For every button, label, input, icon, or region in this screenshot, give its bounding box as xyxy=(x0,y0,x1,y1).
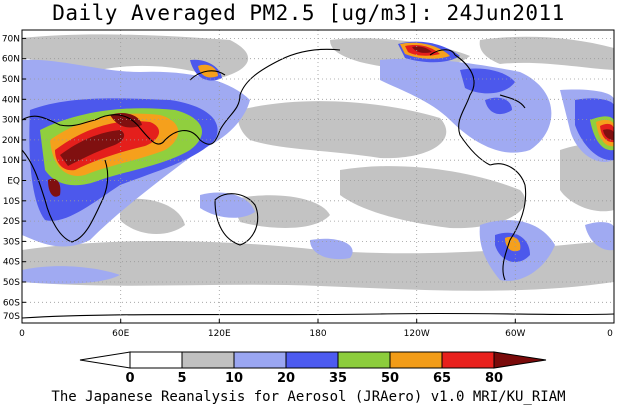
colorbar-labels: 0 5 10 20 35 50 65 80 xyxy=(125,371,503,386)
colorbar-cell xyxy=(389,351,443,369)
colorbar-cell xyxy=(129,351,183,369)
colorbar-cell-under xyxy=(79,351,131,369)
lat-label: 10S xyxy=(3,197,20,207)
lat-label: 40S xyxy=(3,258,20,268)
lat-label: 70S xyxy=(3,312,20,322)
lon-label: 60E xyxy=(112,329,129,339)
lat-label: 70N xyxy=(2,34,20,44)
lon-label: 180 xyxy=(309,329,326,339)
lon-label: 0 xyxy=(607,329,613,339)
colorbar-label: 80 xyxy=(485,371,503,386)
colorbar-cell xyxy=(233,351,287,369)
colorbar-label: 20 xyxy=(277,371,295,386)
longitude-labels: 0 60E 120E 180 120W 60W 0 xyxy=(19,329,613,339)
axis-ticks xyxy=(22,37,516,323)
lat-label: 20N xyxy=(2,136,20,146)
colorbar-label: 50 xyxy=(381,371,399,386)
lat-label: 10N xyxy=(2,156,20,166)
lon-label: 120E xyxy=(208,329,231,339)
map-title: Daily Averaged PM2.5 [ug/m3]: 24Jun2011 xyxy=(52,1,565,25)
lat-lon-grid xyxy=(22,30,614,323)
colorbar xyxy=(79,351,547,369)
lon-label: 0 xyxy=(19,329,25,339)
colorbar-cell xyxy=(441,351,495,369)
colorbar-label: 10 xyxy=(225,371,243,386)
lon-label: 60W xyxy=(505,329,525,339)
colorbar-label: 0 xyxy=(125,371,134,386)
lat-label: 30S xyxy=(3,237,20,247)
coastlines xyxy=(21,48,615,319)
lon-label: 120W xyxy=(404,329,430,339)
latitude-labels: 70N 60N 50N 40N 30N 20N 10N EQ 10S 20S 3… xyxy=(2,34,20,322)
concentration-5-10 xyxy=(22,34,614,291)
lat-label: 30N xyxy=(2,116,20,126)
lat-label: 50N xyxy=(2,75,20,85)
colorbar-cell xyxy=(337,351,391,369)
lat-label: 50S xyxy=(3,278,20,288)
colorbar-label: 5 xyxy=(177,371,186,386)
lat-label: 60S xyxy=(3,298,20,308)
pm25-field xyxy=(22,34,614,291)
concentration-over-80 xyxy=(48,46,614,197)
lat-label: EQ xyxy=(7,177,20,187)
colorbar-cell xyxy=(285,351,339,369)
lat-label: 60N xyxy=(2,55,20,65)
colorbar-cell-over xyxy=(493,351,547,369)
footer-credit: The Japanese Reanalysis for Aerosol (JRA… xyxy=(51,389,566,405)
lat-label: 40N xyxy=(2,95,20,105)
colorbar-label: 65 xyxy=(433,371,451,386)
colorbar-label: 35 xyxy=(329,371,347,386)
colorbar-cell xyxy=(181,351,235,369)
lat-label: 20S xyxy=(3,217,20,227)
